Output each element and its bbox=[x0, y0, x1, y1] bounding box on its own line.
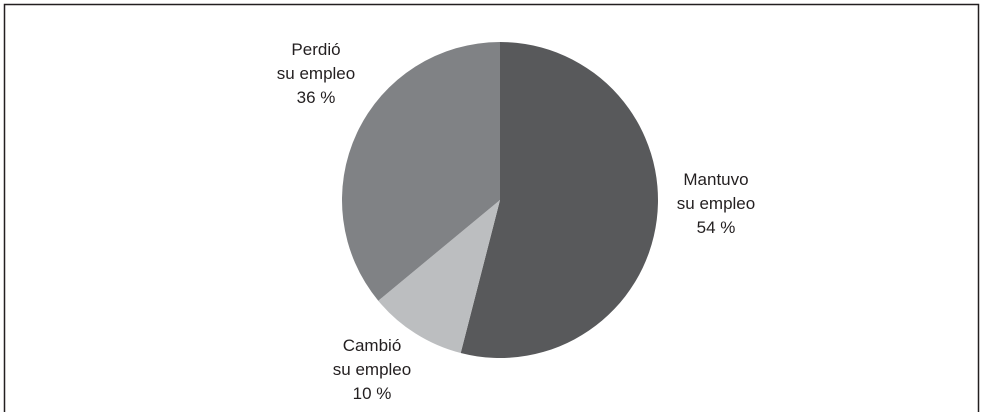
pie-slice bbox=[378, 200, 500, 354]
value-label: 10 % bbox=[352, 384, 392, 403]
slice-label: Cambió su empleo 10 % bbox=[333, 334, 411, 406]
pie-slice bbox=[341, 42, 500, 301]
value-label: 54 % bbox=[696, 218, 736, 237]
slice-label: Perdió su empleo 36 % bbox=[277, 38, 355, 110]
slice-label: Mantuvo su empleo 54 % bbox=[677, 168, 755, 240]
category-label: Cambió su empleo bbox=[332, 336, 412, 379]
value-label: 36 % bbox=[296, 88, 336, 107]
category-label: Perdió su empleo bbox=[276, 40, 356, 83]
category-label: Mantuvo su empleo bbox=[676, 170, 756, 213]
frame bbox=[3, 3, 980, 412]
pie-slice bbox=[460, 42, 658, 358]
